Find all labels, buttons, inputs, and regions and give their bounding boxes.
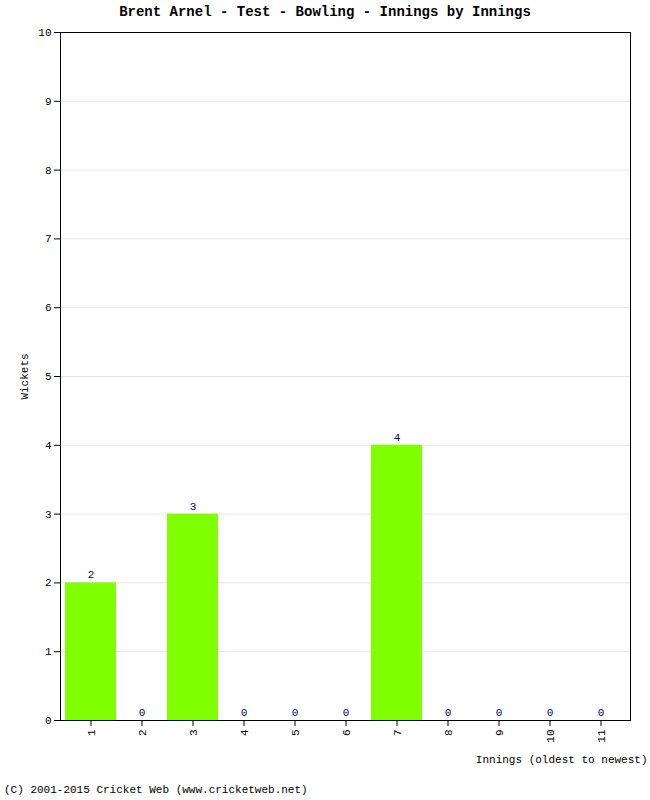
svg-text:10: 10	[38, 27, 51, 39]
svg-text:7: 7	[392, 730, 404, 737]
svg-text:0: 0	[241, 707, 248, 719]
svg-text:0: 0	[496, 707, 503, 719]
svg-text:11: 11	[596, 729, 608, 743]
svg-text:0: 0	[45, 715, 52, 727]
svg-text:0: 0	[547, 707, 554, 719]
html-text:(C) 2001-2015 Cricket Web (www: (C) 2001-2015 Cricket Web (www.cricketwe…	[4, 784, 308, 796]
svg-text:7: 7	[45, 233, 52, 245]
svg-text:3: 3	[190, 501, 197, 513]
svg-text:Innings (oldest to newest): Innings (oldest to newest)	[476, 754, 648, 766]
svg-text:2: 2	[88, 569, 95, 581]
svg-text:4: 4	[239, 729, 251, 736]
svg-text:Wickets: Wickets	[19, 353, 31, 399]
svg-text:0: 0	[343, 707, 350, 719]
svg-text:5: 5	[45, 371, 52, 383]
svg-text:2: 2	[137, 730, 149, 737]
svg-text:0: 0	[292, 707, 299, 719]
svg-text:6: 6	[45, 302, 52, 314]
svg-text:10: 10	[545, 730, 557, 743]
svg-text:0: 0	[139, 707, 146, 719]
svg-text:1: 1	[86, 729, 98, 736]
svg-text:9: 9	[45, 96, 52, 108]
svg-text:8: 8	[443, 730, 455, 737]
svg-text:3: 3	[45, 509, 52, 521]
svg-text:3: 3	[188, 730, 200, 737]
svg-text:4: 4	[45, 440, 52, 452]
svg-text:0: 0	[598, 707, 605, 719]
html-text:Brent Arnel - Test - Bowling -: Brent Arnel - Test - Bowling - Innings b…	[119, 4, 531, 20]
svg-text:9: 9	[494, 730, 506, 737]
svg-text:0: 0	[445, 707, 452, 719]
svg-text:6: 6	[341, 730, 353, 737]
svg-text:2: 2	[45, 577, 52, 589]
svg-text:8: 8	[45, 165, 52, 177]
svg-text:4: 4	[394, 432, 401, 444]
svg-text:5: 5	[290, 730, 302, 737]
svg-text:1: 1	[45, 646, 52, 658]
